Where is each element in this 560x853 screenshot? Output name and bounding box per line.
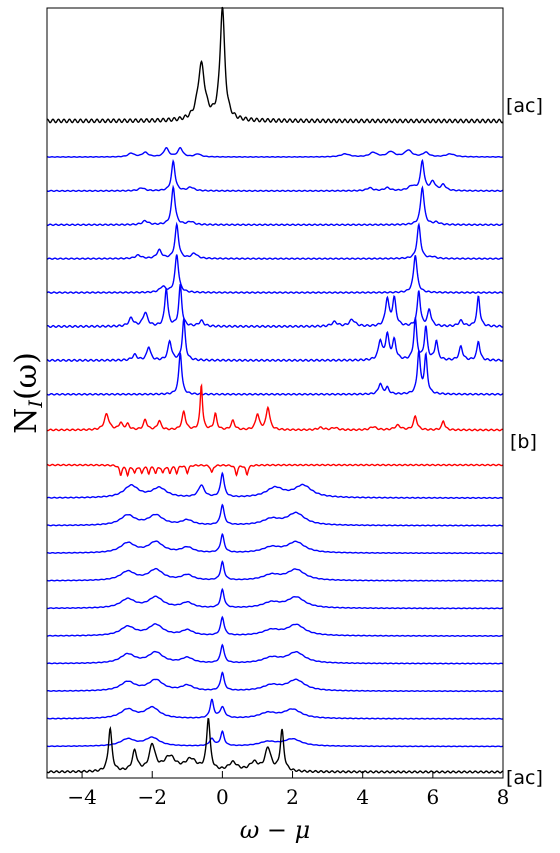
plot-frame	[46, 7, 504, 779]
spectrum-curve-6	[46, 254, 504, 294]
x-tick-label: 0	[216, 785, 229, 809]
x-tick-label: 4	[356, 785, 369, 809]
spectrum-curve-17	[46, 615, 504, 637]
spectrum-curve-13	[46, 503, 504, 527]
spectrum-curve-3	[46, 158, 504, 193]
spectrum-curve-8	[46, 317, 504, 362]
curve-tag-top-curve: [ac]	[506, 95, 543, 117]
spectrum-curve-22	[46, 717, 504, 774]
spectrum-curve-16	[46, 587, 504, 610]
spectrum-curve-21	[46, 729, 504, 748]
spectrum-curve-2	[46, 146, 504, 158]
x-tick-label: −2	[137, 785, 166, 809]
curve-tags: [ac] [b] [ac]	[506, 95, 543, 789]
y-axis-label: NI(ω)	[9, 352, 47, 434]
curve-tag-red-curves: [b]	[510, 431, 537, 453]
spectrum-curve-14	[46, 532, 504, 555]
spectrum-curve-19	[46, 671, 504, 693]
spectrum-curve-15	[46, 560, 504, 582]
x-axis-label: ω − μ	[240, 816, 311, 844]
curve-tag-bottom-curve: [ac]	[506, 767, 543, 789]
spectrum-curve-20	[46, 698, 504, 720]
spectrum-curve-10	[46, 383, 504, 432]
x-tick-label: −4	[67, 785, 96, 809]
x-ticks: −4 −2 0 2 4 6 8	[67, 771, 509, 809]
spectrum-curve-1	[46, 6, 504, 124]
spectrum-curve-12	[46, 471, 504, 499]
spectrum-curve-5	[46, 221, 504, 260]
spectrum-curve-11	[46, 463, 504, 478]
spectrum-curve-9	[46, 350, 504, 396]
spectra-curves	[46, 6, 504, 774]
spectrum-curve-18	[46, 643, 504, 665]
spectrum-curve-4	[46, 184, 504, 227]
x-tick-label: 2	[286, 785, 299, 809]
x-tick-label: 8	[497, 785, 510, 809]
x-tick-label: 6	[426, 785, 439, 809]
spectrum-curve-7	[46, 283, 504, 328]
